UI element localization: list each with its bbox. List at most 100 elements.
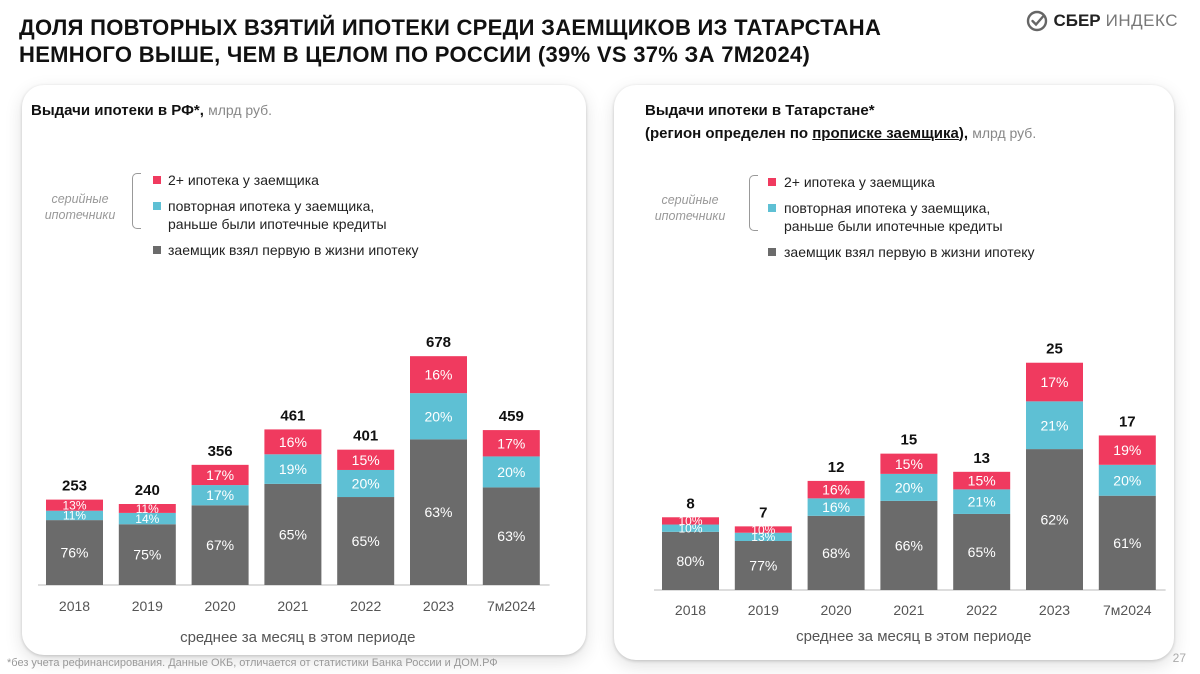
bar-segment-2018-1 — [46, 510, 103, 521]
category-label-2021: 2021 — [277, 598, 308, 614]
total-label-7м2024: 459 — [499, 408, 524, 425]
total-label-7м2024: 17 — [1119, 413, 1136, 430]
bar-label-7м2024-2: 17% — [497, 435, 525, 451]
chart-title-tatarstan-pre: (регион определен по — [645, 125, 813, 142]
total-label-2022: 13 — [973, 450, 990, 467]
bar-segment-7м2024-2 — [482, 430, 540, 457]
legend-label-second-plus-tat: 2+ ипотека у заемщика — [784, 174, 935, 190]
bar-segment-2019-1 — [734, 532, 792, 541]
bar-label-2018-2: 10% — [678, 514, 702, 528]
bar-segment-7м2024-0 — [1098, 495, 1156, 590]
bar-label-2020-2: 17% — [206, 467, 234, 483]
bar-label-2019-0: 75% — [133, 547, 161, 563]
bar-segment-7м2024-1 — [1098, 464, 1156, 496]
bar-label-2023-2: 16% — [424, 367, 452, 383]
logo-sber-text: СБЕР — [1053, 11, 1101, 30]
legend-serial-label: серийные ипотечники — [44, 192, 116, 222]
bar-segment-2023-1 — [1026, 401, 1083, 450]
total-label-2021: 461 — [280, 407, 305, 424]
category-label-2020: 2020 — [205, 598, 236, 614]
legend-label-repeat-2: раньше были ипотечные кредиты — [168, 216, 387, 232]
bar-label-2019-1: 14% — [135, 512, 159, 526]
bar-label-2018-1: 10% — [678, 522, 702, 536]
bar-label-2022-2: 15% — [968, 473, 996, 489]
total-label-2019: 240 — [135, 482, 160, 499]
legend-swatch-repeat-tat — [768, 204, 776, 212]
bar-label-2021-0: 66% — [895, 537, 923, 553]
bar-segment-2023-2 — [410, 356, 467, 394]
total-label-2020: 12 — [828, 459, 845, 476]
bar-label-2021-2: 16% — [279, 434, 307, 450]
bar-segment-2019-0 — [118, 524, 176, 585]
bar-segment-2018-0 — [46, 520, 103, 585]
bar-segment-2021-2 — [880, 453, 938, 474]
total-label-2018: 253 — [62, 478, 87, 495]
bar-label-2019-0: 77% — [749, 558, 777, 574]
legend-label-repeat-1: повторная ипотека у заемщика, — [168, 198, 375, 214]
legend-label-first: заемщик взял первую в жизни ипотеку — [168, 242, 419, 258]
category-label-2019: 2019 — [748, 602, 779, 618]
legend-swatch-repeat — [153, 202, 161, 210]
bar-label-2020-0: 67% — [206, 537, 234, 553]
category-label-2020: 2020 — [821, 602, 852, 618]
category-label-2023: 2023 — [423, 598, 454, 614]
chart-title-russia-text: Выдачи ипотеки в РФ*, — [31, 102, 204, 119]
bar-label-7м2024-0: 61% — [1113, 535, 1141, 551]
page-title-line2: НЕМНОГО ВЫШЕ, ЧЕМ В ЦЕЛОМ ПО РОССИИ (39%… — [19, 42, 811, 67]
chart-unit-tatarstan: млрд руб. — [972, 125, 1037, 141]
bar-label-2023-2: 17% — [1040, 374, 1068, 390]
total-label-2020: 356 — [208, 443, 233, 460]
bar-label-2018-2: 13% — [62, 498, 86, 512]
bar-label-2022-0: 65% — [968, 544, 996, 560]
bar-label-7м2024-2: 19% — [1113, 442, 1141, 458]
bar-segment-2023-1 — [410, 393, 467, 440]
page-title-line1: ДОЛЯ ПОВТОРНЫХ ВЗЯТИЙ ИПОТЕКИ СРЕДИ ЗАЕМ… — [19, 15, 882, 40]
category-label-2018: 2018 — [675, 602, 706, 618]
chart-title-tatarstan-underlined: прописке заемщика — [812, 125, 959, 142]
bar-label-2021-1: 19% — [279, 461, 307, 477]
legend-label-repeat-1-tat: повторная ипотека у заемщика, — [784, 200, 991, 216]
bar-segment-2018-2 — [662, 517, 719, 525]
bar-label-2019-1: 13% — [751, 530, 775, 544]
bar-segment-2023-2 — [1026, 362, 1083, 402]
category-label-2022: 2022 — [350, 598, 381, 614]
bar-label-2023-1: 21% — [1040, 417, 1068, 433]
chart-title-tatarstan-post: ), — [958, 125, 969, 142]
sber-index-logo: СБЕР ИНДЕКС — [1026, 10, 1178, 32]
total-label-2023: 25 — [1046, 341, 1063, 358]
bar-segment-2021-2 — [264, 429, 322, 455]
bar-label-2022-1: 20% — [352, 476, 380, 492]
total-label-2021: 15 — [901, 432, 918, 449]
category-label-7м2024: 7м2024 — [487, 598, 536, 614]
bar-segment-2020-2 — [191, 464, 249, 486]
total-label-2023: 678 — [426, 334, 451, 351]
page-number: 27 — [1172, 651, 1186, 665]
bar-segment-2022-2 — [953, 471, 1011, 490]
bar-segment-2022-1 — [953, 489, 1011, 514]
chart-title-tatarstan: Выдачи ипотеки в Татарстане* (регион опр… — [645, 99, 1036, 145]
bar-label-2023-0: 62% — [1040, 512, 1068, 528]
bar-segment-7м2024-2 — [1098, 435, 1156, 465]
bar-segment-2023-0 — [1026, 449, 1083, 590]
chart-unit-russia: млрд руб. — [208, 102, 273, 118]
bar-segment-2018-0 — [662, 531, 719, 590]
bar-segment-2019-2 — [118, 504, 176, 513]
legend-swatch-second-plus — [153, 176, 161, 184]
bar-chart-russia: 76%11%13%253201875%14%11%240201967%17%17… — [38, 334, 550, 646]
bar-segment-7м2024-0 — [482, 487, 540, 585]
bar-label-2021-2: 15% — [895, 456, 923, 472]
bar-segment-2020-0 — [807, 515, 865, 590]
chart-title-tatarstan-line2: (регион определен по прописке заемщика),… — [645, 122, 1036, 145]
logo-index-text: ИНДЕКС — [1105, 11, 1178, 30]
bar-segment-2019-1 — [118, 512, 176, 525]
bar-segment-2023-0 — [410, 439, 467, 585]
bar-segment-7м2024-1 — [482, 456, 540, 488]
bar-label-2022-1: 21% — [968, 494, 996, 510]
bar-label-7м2024-0: 63% — [497, 528, 525, 544]
sber-check-icon — [1027, 10, 1048, 32]
bar-segment-2020-0 — [191, 505, 249, 585]
bar-segment-2021-1 — [264, 454, 322, 484]
x-axis-label: среднее за месяц в этом периоде — [180, 629, 415, 646]
bar-segment-2020-1 — [191, 485, 249, 506]
category-label-7м2024: 7м2024 — [1103, 602, 1152, 618]
